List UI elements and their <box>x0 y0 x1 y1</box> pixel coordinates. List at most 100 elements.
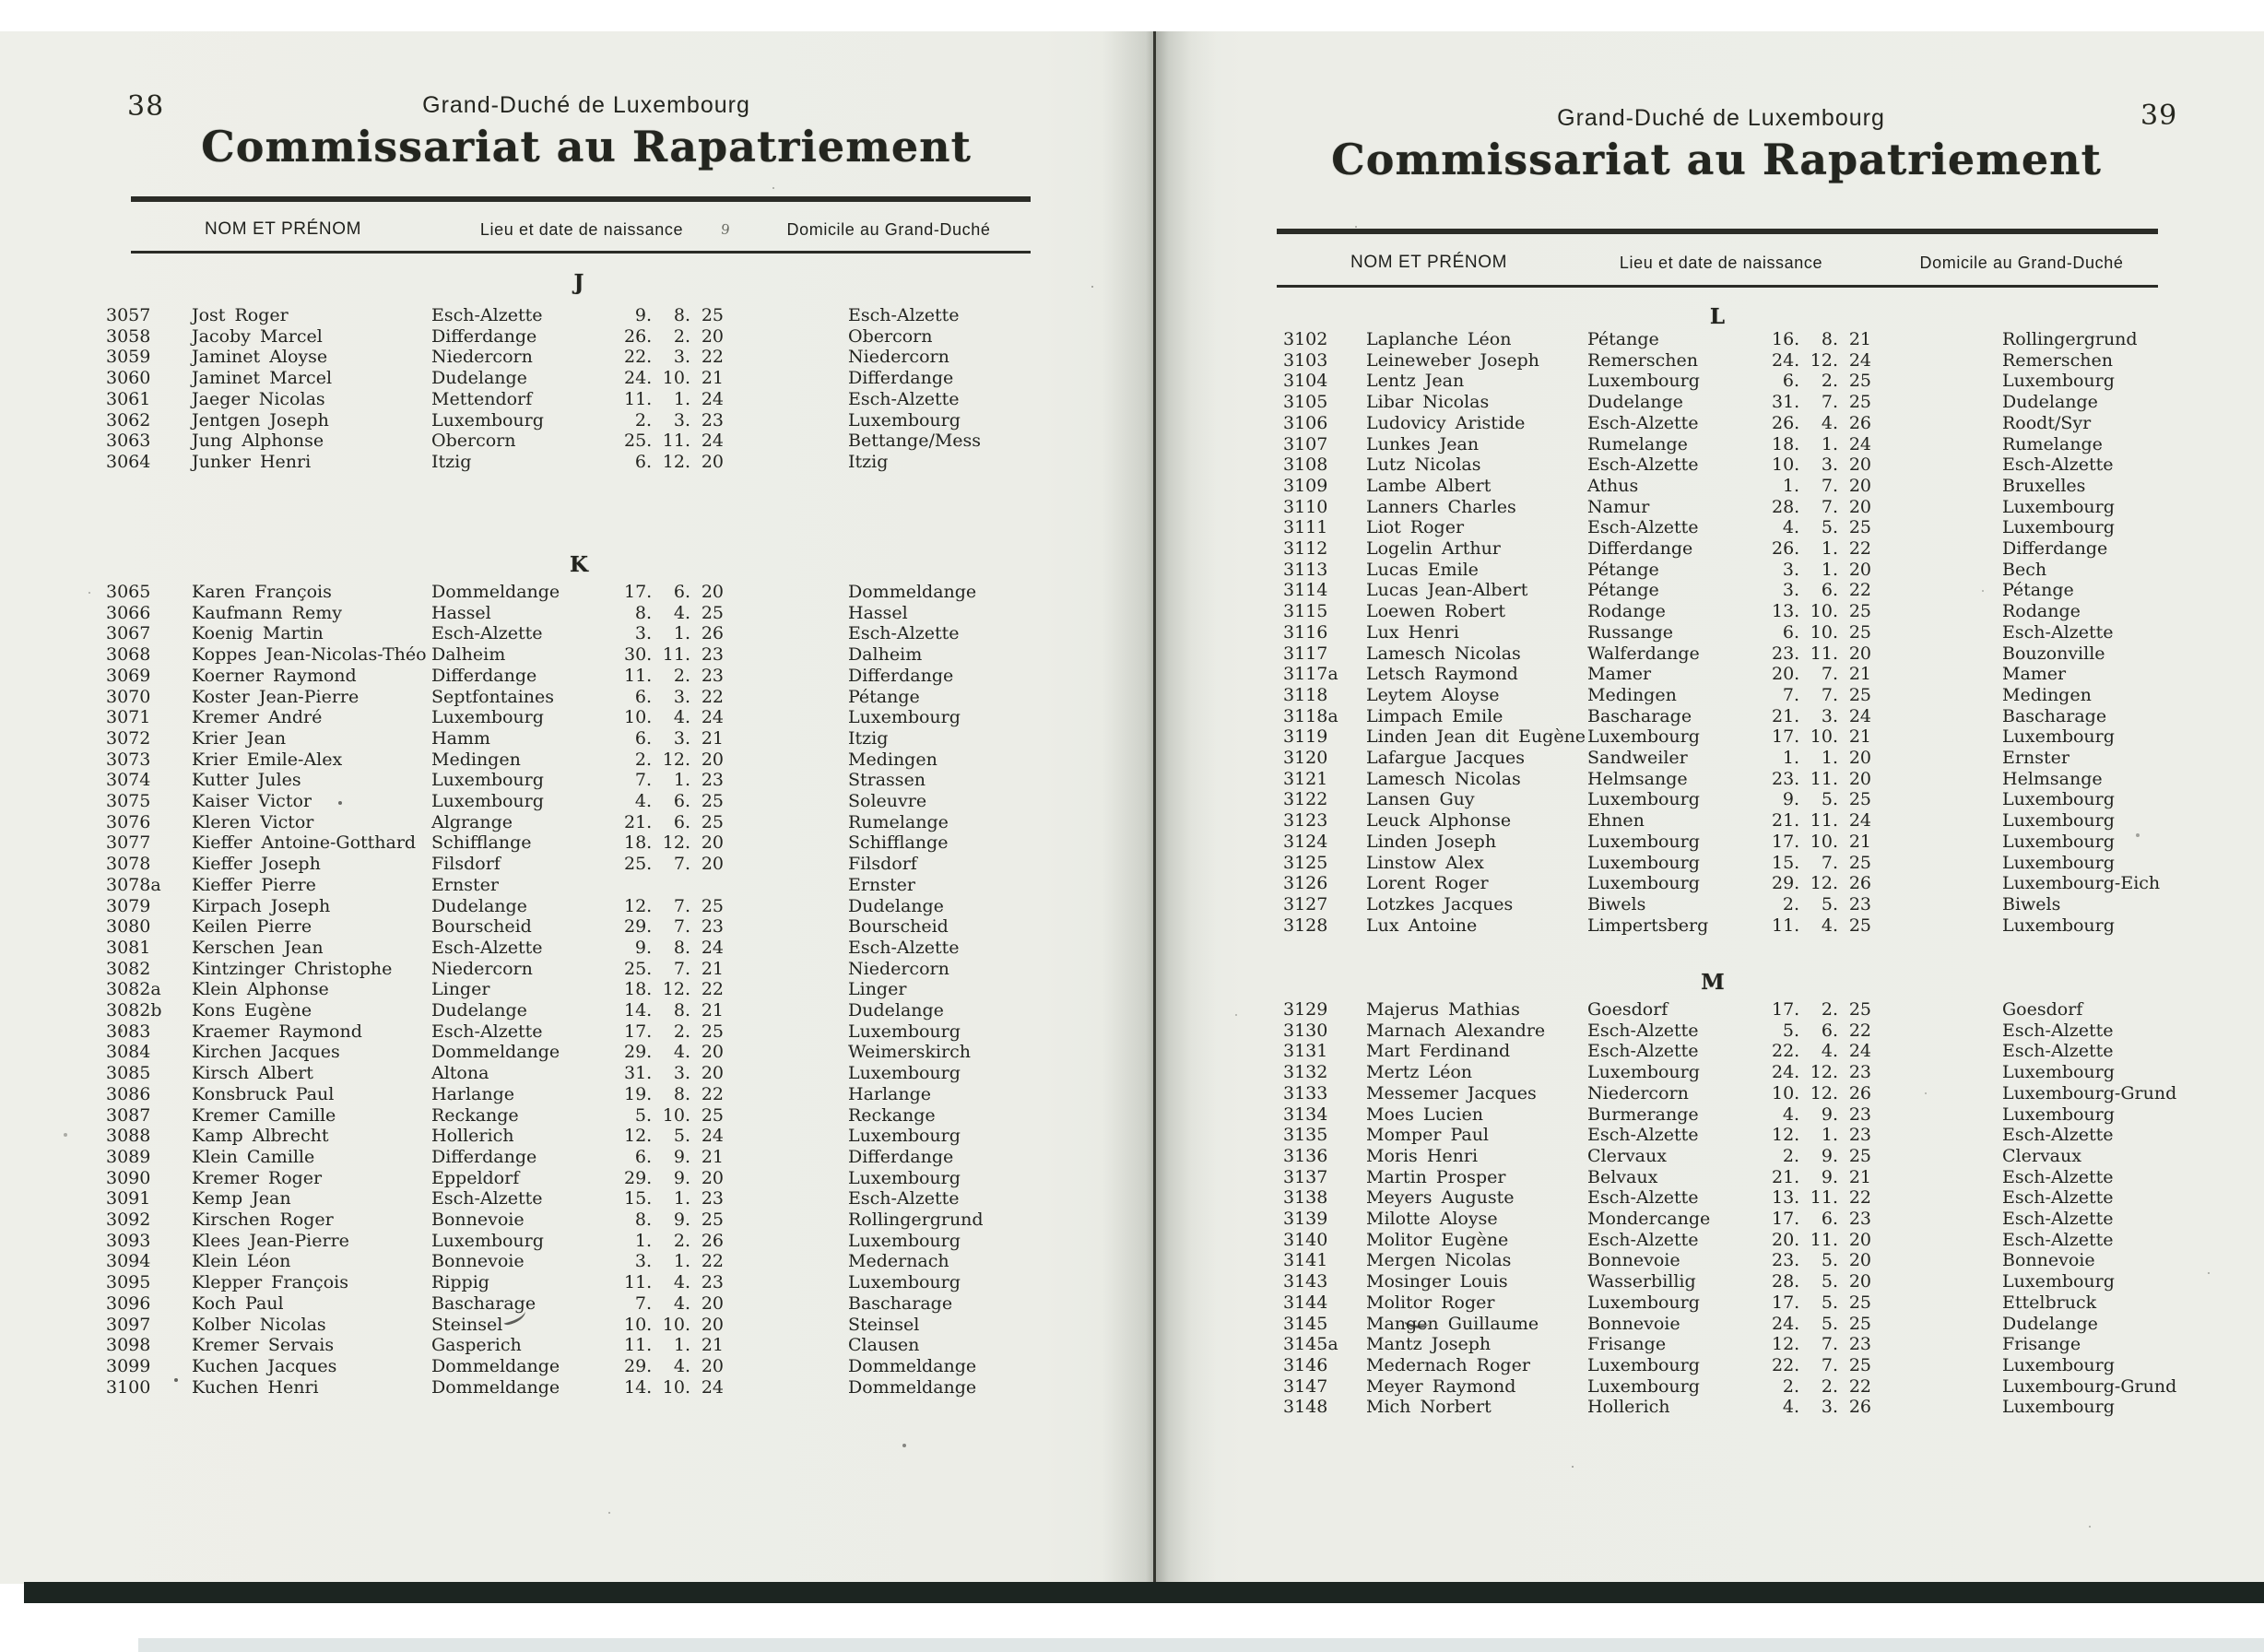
cell-birthplace: Luxembourg <box>1587 1062 1700 1083</box>
cell-number: 3087 <box>106 1104 151 1126</box>
cell-birthplace: Pétange <box>1587 580 1659 601</box>
table-row: 3140 Molitor Eugène Esch-Alzette 20. 11. 20 Es… <box>1283 1230 2246 1251</box>
cell-name: Kuchen Jacques <box>192 1355 337 1376</box>
cell-domicile: Esch-Alzette <box>848 623 960 644</box>
cell-birthplace: Itzig <box>431 451 472 472</box>
cell-domicile: Dommeldange <box>848 1376 977 1398</box>
cell-name: Kirchen Jacques <box>192 1042 340 1063</box>
cell-domicile: Luxembourg <box>2002 1103 2115 1125</box>
cell-birthdate: 30. 11. 23 <box>624 644 724 666</box>
cell-number: 3094 <box>106 1251 151 1272</box>
cell-name: Kerschen Jean <box>192 937 324 958</box>
cell-birthplace: Clervaux <box>1587 1145 1667 1166</box>
table-row: 3082b Kons Eugène Dudelange 14. 8. 21 Dudelang… <box>106 1000 1069 1021</box>
cell-number: 3081 <box>106 937 151 958</box>
cell-domicile: Esch-Alzette <box>2002 1166 2114 1187</box>
cell-birthplace: Dudelange <box>431 895 527 916</box>
cell-number: 3137 <box>1283 1166 1328 1187</box>
cell-name: Lux Antoine <box>1366 914 1478 936</box>
table-row: 3118a Limpach Emile Bascharage 21. 3. 24 Basch… <box>1283 706 2246 727</box>
cell-name: Koch Paul <box>192 1292 284 1314</box>
cell-birthdate: 11. 4. 25 <box>1772 914 1871 936</box>
cell-birthplace: Luxembourg <box>431 770 544 791</box>
cell-birthplace: Esch-Alzette <box>1587 1229 1699 1250</box>
cell-birthdate: 14. 10. 24 <box>624 1376 724 1398</box>
cell-domicile: Luxembourg-Grund <box>2002 1375 2177 1397</box>
section-letter-M: M <box>1701 970 1725 995</box>
cell-name: Kaufmann Remy <box>192 602 342 623</box>
cell-number: 3128 <box>1283 914 1328 936</box>
header-rule-thin <box>1277 285 2158 288</box>
cell-domicile: Bascharage <box>2002 705 2107 726</box>
table-row: 3076 Kleren Victor Algrange 21. 6. 25 Rumelang… <box>106 812 1069 833</box>
table-row: 3128 Lux Antoine Limpertsberg 11. 4. 25 Luxemb… <box>1283 915 2246 937</box>
cell-birthplace: Goesdorf <box>1587 999 1669 1020</box>
cell-birthplace: Athus <box>1587 475 1639 496</box>
cell-birthplace: Dudelange <box>1587 392 1683 413</box>
cell-domicile: Bourscheid <box>848 916 949 938</box>
cell-domicile: Harlange <box>848 1083 932 1104</box>
cell-birthplace: Limpertsberg <box>1587 914 1709 936</box>
cell-birthdate: 24. 12. 23 <box>1772 1062 1871 1083</box>
table-row: 3082a Klein Alphonse Linger 18. 12. 22 Linger <box>106 979 1069 1000</box>
cell-domicile: Esch-Alzette <box>2002 1125 2114 1146</box>
cell-domicile: Medingen <box>848 749 937 770</box>
cell-birthdate: 1. 7. 20 <box>1782 475 1871 496</box>
cell-name: Mangen Guillaume <box>1366 1313 1539 1334</box>
cell-name: Junker Henri <box>192 451 312 472</box>
cell-number: 3065 <box>106 582 151 602</box>
cell-number: 3143 <box>1283 1271 1328 1292</box>
cell-birthdate: 20. 7. 21 <box>1772 664 1871 685</box>
table-row: 3131 Mart Ferdinand Esch-Alzette 22. 4. 24 Esc… <box>1283 1041 2246 1062</box>
cell-birthdate: 7. 7. 25 <box>1782 684 1871 705</box>
cell-name: Mertz Léon <box>1366 1062 1473 1083</box>
cell-name: Milotte Aloyse <box>1366 1209 1498 1229</box>
cell-birthplace: Algrange <box>431 811 513 832</box>
cell-name: Mich Norbert <box>1366 1397 1492 1418</box>
cell-birthdate: 25. 11. 24 <box>624 431 724 452</box>
table-row: 3066 Kaufmann Remy Hassel 8. 4. 25 Hassel <box>106 603 1069 624</box>
table-row: 3060 Jaminet Marcel Dudelange 24. 10. 21 Diffe… <box>106 368 1069 389</box>
cell-birthdate: 9. 8. 24 <box>634 937 724 958</box>
cell-birthplace: Luxembourg <box>1587 873 1700 894</box>
cell-number: 3132 <box>1283 1062 1328 1083</box>
cell-domicile: Itzig <box>848 451 889 472</box>
cell-name: Jost Roger <box>192 305 289 325</box>
cell-domicile: Luxembourg <box>2002 810 2115 832</box>
cell-birthdate: 22. 4. 24 <box>1772 1041 1871 1062</box>
cell-birthplace: Eppeldorf <box>431 1167 520 1188</box>
cell-birthdate: 6. 2. 25 <box>1782 371 1871 392</box>
cell-birthdate: 19. 8. 22 <box>624 1083 724 1104</box>
cell-domicile: Soleuvre <box>848 791 927 811</box>
cell-domicile: Helmsange <box>2002 768 2103 789</box>
column-header-name: NOM ET PRÉNOM <box>204 219 362 239</box>
table-row: 3122 Lansen Guy Luxembourg 9. 5. 25 Luxembourg <box>1283 789 2246 810</box>
cell-number: 3105 <box>1283 392 1328 413</box>
table-row: 3124 Linden Joseph Luxembourg 17. 10. 21 Luxem… <box>1283 832 2246 853</box>
cell-name: Koppes Jean-Nicolas-Théo <box>192 644 427 666</box>
cell-domicile: Esch-Alzette <box>2002 1209 2114 1229</box>
cell-number: 3100 <box>106 1376 151 1398</box>
table-row: 3107 Lunkes Jean Rumelange 18. 1. 24 Rumelange <box>1283 434 2246 455</box>
cell-number: 3104 <box>1283 371 1328 392</box>
cell-name: Limpach Emile <box>1366 705 1503 726</box>
cell-domicile: Mamer <box>2002 664 2067 685</box>
cell-birthplace: Esch-Alzette <box>1587 412 1699 433</box>
cell-name: Kaiser Victor <box>192 791 312 811</box>
table-row: 3104 Lentz Jean Luxembourg 6. 2. 25 Luxembourg <box>1283 371 2246 392</box>
table-row: 3127 Lotzkes Jacques Biwels 2. 5. 23 Biwels <box>1283 894 2246 915</box>
cell-birthdate: 17. 2. 25 <box>1772 999 1871 1020</box>
cell-birthplace: Bascharage <box>1587 705 1692 726</box>
cell-domicile: Hassel <box>848 602 908 623</box>
table-row: 3092 Kirschen Roger Bonnevoie 8. 9. 25 Rolling… <box>106 1210 1069 1231</box>
cell-birthdate: 21. 6. 25 <box>624 811 724 832</box>
cell-domicile: Ernster <box>848 874 915 895</box>
cell-birthplace: Luxembourg <box>431 1230 544 1251</box>
cell-number: 3148 <box>1283 1397 1328 1418</box>
cell-birthdate: 8. 9. 25 <box>634 1210 724 1230</box>
cell-number: 3117 <box>1283 643 1328 664</box>
cell-birthdate: 4. 9. 23 <box>1782 1103 1871 1125</box>
cell-birthplace: Esch-Alzette <box>1587 1187 1699 1209</box>
cell-name: Molitor Eugène <box>1366 1229 1509 1250</box>
table-row: 3133 Messemer Jacques Niedercorn 10. 12. 26 Lu… <box>1283 1083 2246 1104</box>
